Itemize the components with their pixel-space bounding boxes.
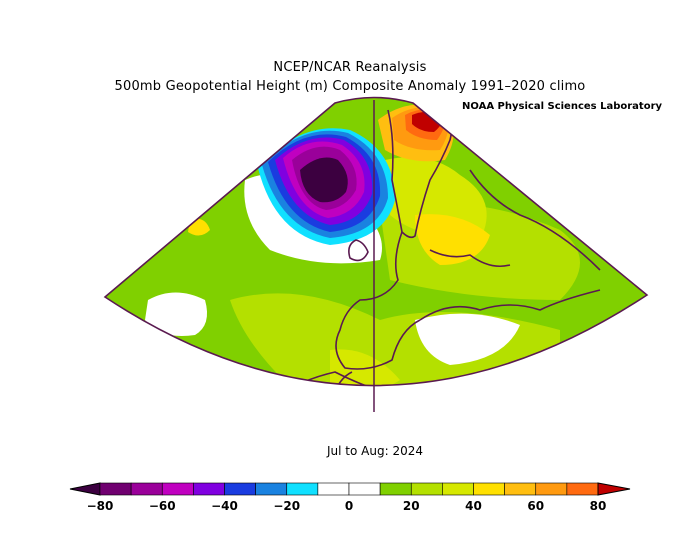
field-band-iberia <box>330 349 400 386</box>
field-zero-mediterranean <box>415 313 520 365</box>
coast-west-europe <box>335 231 421 370</box>
colorbar-cell <box>99 482 132 496</box>
coast-britain <box>348 239 369 262</box>
colorbar-cell <box>348 482 381 496</box>
border-east <box>469 169 601 271</box>
colorbar-cell <box>566 482 599 496</box>
colorbar-tick-label: 40 <box>465 499 482 513</box>
low-core <box>300 157 348 203</box>
colorbar-tick-label: 20 <box>403 499 420 513</box>
sector-outline <box>103 96 649 387</box>
border-central <box>429 249 511 268</box>
colorbar-tick-label: −60 <box>149 499 176 513</box>
coast-mediterranean-north <box>419 289 601 321</box>
colorbar-cell <box>193 482 225 496</box>
coast-scandinavia <box>387 109 453 239</box>
colorbar-cell <box>130 482 163 496</box>
colorbar-tick-label: −80 <box>87 499 114 513</box>
colorbar-cell <box>535 482 568 496</box>
colorbar-cell <box>504 482 537 496</box>
colorbar-cell <box>317 482 350 496</box>
colorbar-tick-label: 60 <box>527 499 544 513</box>
colorbar-high-arrow <box>597 482 631 496</box>
colorbar-cell <box>473 482 505 496</box>
colorbar-cell <box>442 482 474 496</box>
colorbar-tick-label: 0 <box>345 499 353 513</box>
colorbar-cell <box>410 482 443 496</box>
colorbar-cell <box>255 482 288 496</box>
colorbar-cell <box>224 482 256 496</box>
colorbar-tick-label: 80 <box>590 499 607 513</box>
colorbar-cell <box>379 482 412 496</box>
title-line-1: NCEP/NCAR Reanalysis <box>273 60 427 75</box>
colorbar-tick-label: −40 <box>211 499 238 513</box>
field-zero-west <box>145 292 208 336</box>
colorbar-cell <box>161 482 194 496</box>
title-line-2: 500mb Geopotential Height (m) Composite … <box>114 79 586 94</box>
colorbar-tick-label: −20 <box>273 499 300 513</box>
credit-label: NOAA Physical Sciences Laboratory <box>462 101 663 112</box>
period-label: Jul to Aug: 2024 <box>327 444 423 458</box>
colorbar-low-arrow <box>69 482 101 496</box>
colorbar-cell <box>286 482 319 496</box>
